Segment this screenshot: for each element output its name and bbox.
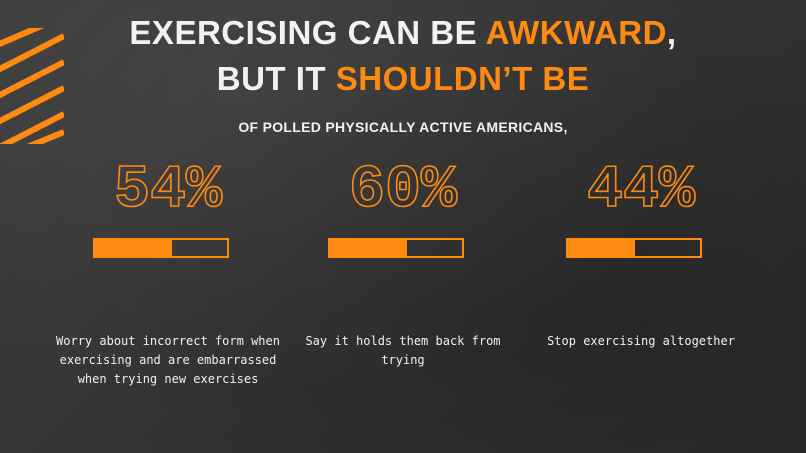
stat-block: 60% Say it holds them back from trying: [273, 150, 533, 367]
stat-description: Worry about incorrect form when exercisi…: [56, 334, 280, 386]
headline-accent-phrase: SHOULDN’T BE: [335, 60, 590, 97]
subheading: OF POLLED PHYSICALLY ACTIVE AMERICANS,: [238, 119, 568, 135]
svg-text:60%: 60%: [349, 157, 458, 218]
stat-block: 44% Stop exercising altogether: [511, 150, 771, 348]
headline: EXERCISING CAN BE AWKWARD, BUT IT SHOULD…: [0, 10, 806, 102]
progress-bar-fill: [95, 240, 172, 256]
svg-text:44%: 44%: [587, 157, 696, 218]
progress-bar: [93, 238, 229, 258]
stat-percent: 54%: [113, 156, 224, 218]
headline-line-2: BUT IT SHOULDN’T BE: [0, 56, 806, 102]
diagonal-stripes-decoration: [0, 28, 64, 144]
headline-line-1: EXERCISING CAN BE AWKWARD,: [0, 10, 806, 56]
headline-punctuation: ,: [666, 14, 677, 51]
headline-accent-word: AWKWARD: [485, 14, 667, 51]
progress-bar-fill: [568, 240, 636, 256]
stat-percent: 60%: [348, 156, 459, 218]
stat-block: 54% Worry about incorrect form when exer…: [38, 150, 298, 386]
stat-percent: 44%: [586, 156, 697, 218]
headline-text: BUT IT: [216, 60, 336, 97]
progress-bar-fill: [330, 240, 407, 256]
stat-description: Stop exercising altogether: [547, 334, 735, 348]
svg-text:54%: 54%: [114, 157, 223, 218]
stat-description: Say it holds them back from trying: [305, 334, 501, 367]
progress-bar: [566, 238, 702, 258]
headline-text: EXERCISING CAN BE: [129, 14, 486, 51]
progress-bar: [328, 238, 464, 258]
